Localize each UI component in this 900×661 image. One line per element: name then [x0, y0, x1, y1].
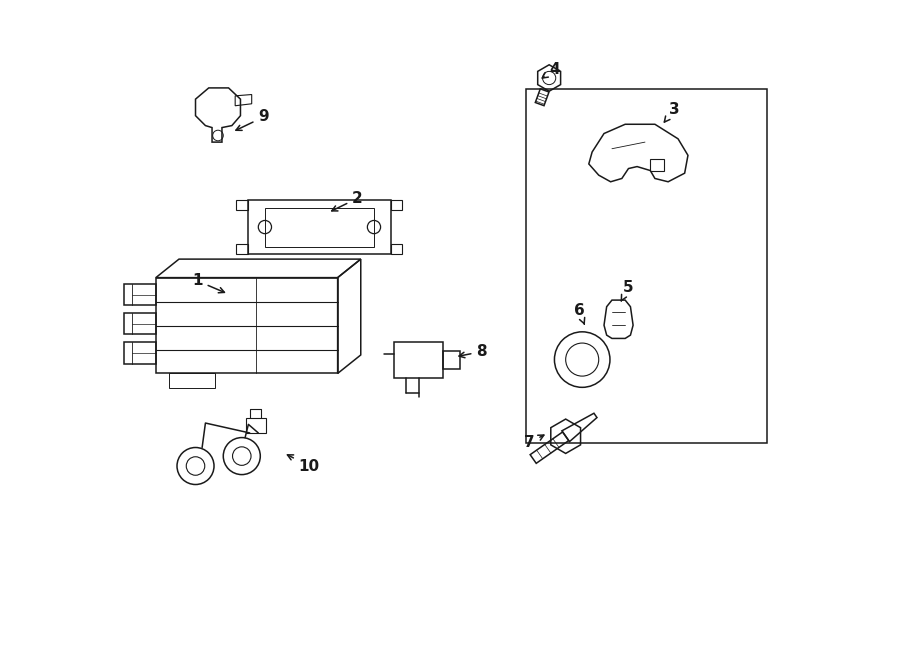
Text: 9: 9 — [236, 110, 269, 130]
Bar — [526, 89, 768, 443]
Text: 10: 10 — [287, 455, 320, 473]
Text: 4: 4 — [542, 62, 560, 78]
Text: 5: 5 — [621, 280, 634, 301]
Text: 8: 8 — [459, 344, 487, 359]
Text: 3: 3 — [664, 102, 680, 122]
Text: 7: 7 — [524, 435, 544, 450]
Text: 2: 2 — [332, 191, 363, 211]
Text: 1: 1 — [193, 274, 224, 293]
Text: 6: 6 — [573, 303, 585, 324]
